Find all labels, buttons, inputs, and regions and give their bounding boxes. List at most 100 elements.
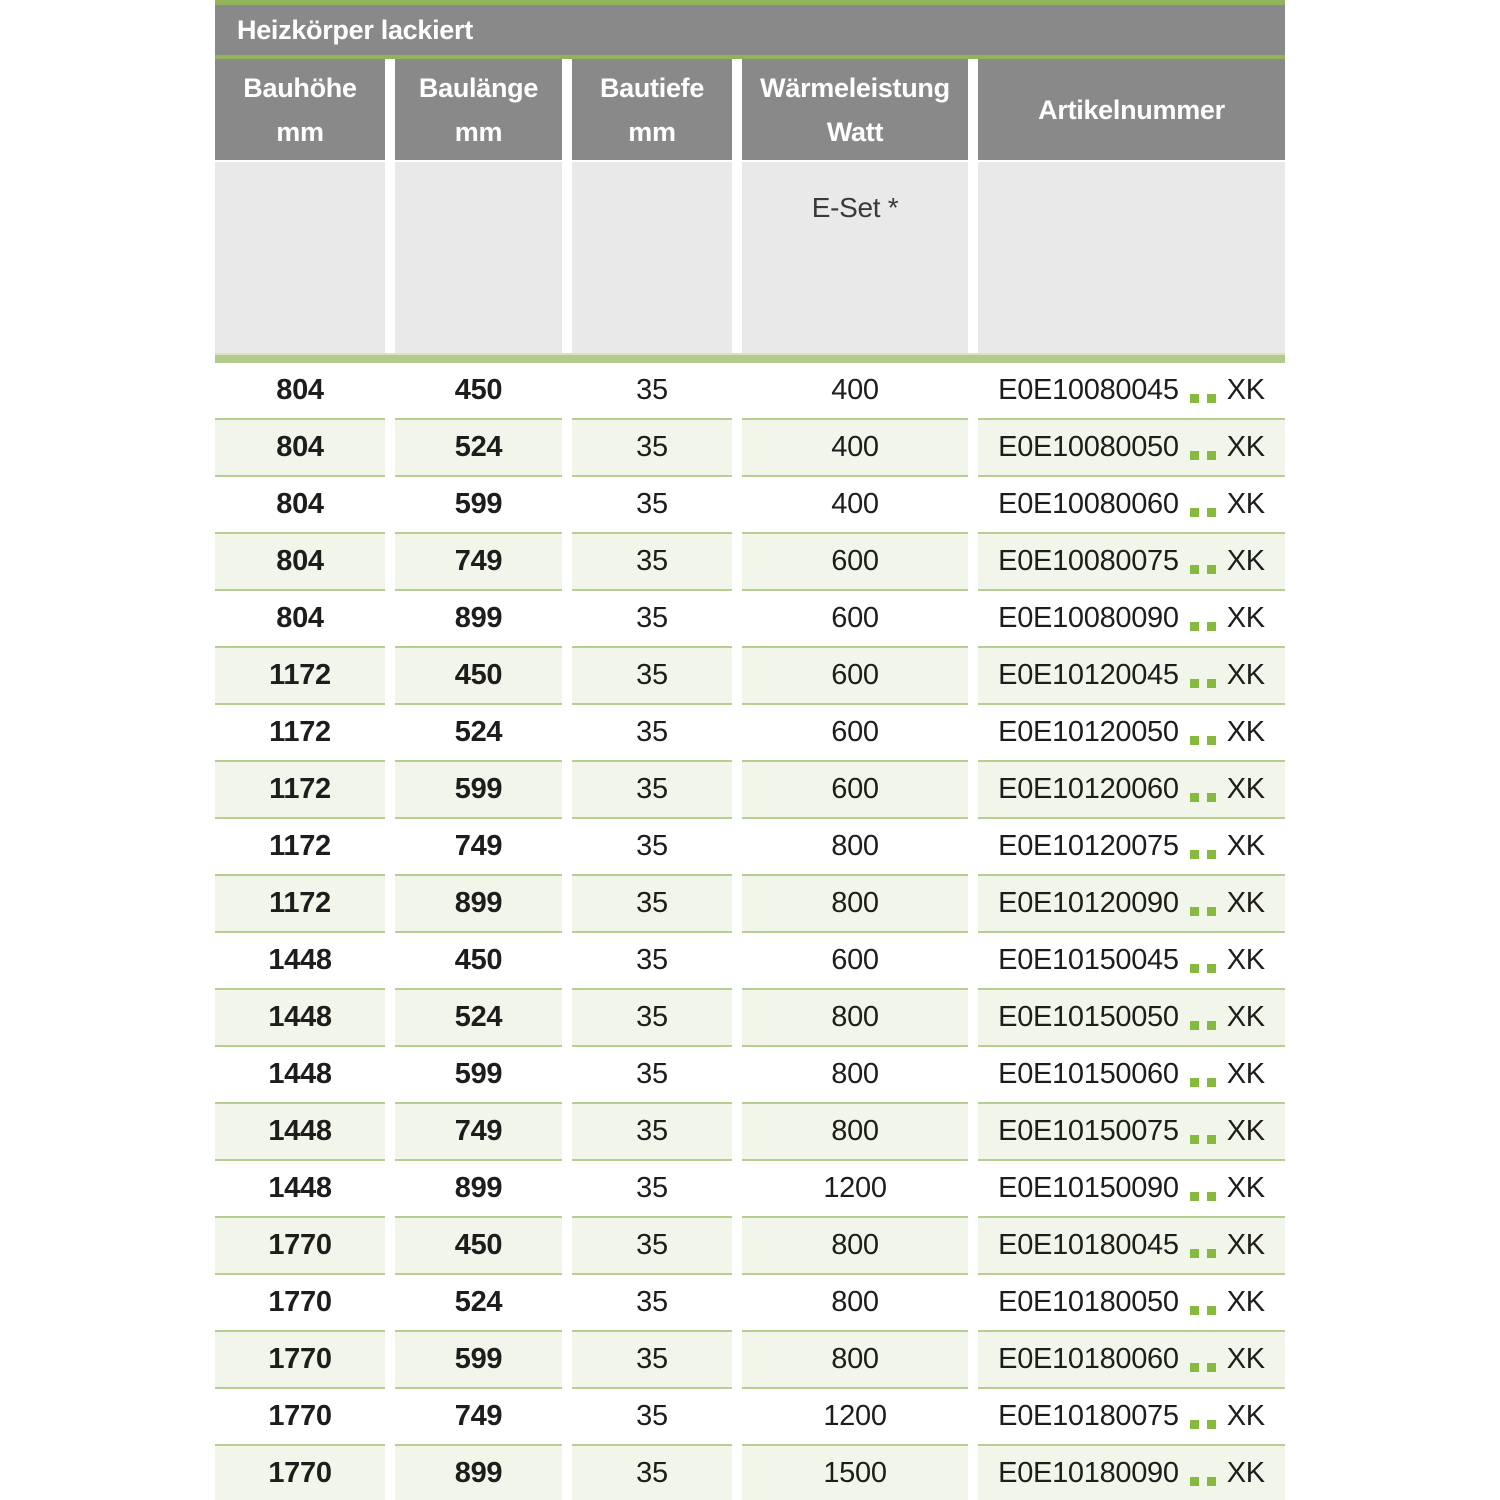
- column-header-bautiefe: Bautiefe mm: [572, 59, 732, 160]
- cell-bauhoehe: 1448: [215, 1104, 385, 1161]
- artikel-code: E0E10180050: [998, 1286, 1179, 1318]
- artikel-code: E0E10180060: [998, 1343, 1179, 1375]
- column-header-unit: mm: [628, 116, 676, 147]
- cell-bauhoehe: 1448: [215, 933, 385, 990]
- cell-baulaenge: 599: [395, 477, 562, 534]
- artikel-suffix: XK: [1226, 1115, 1265, 1147]
- bauhoehe-value: 1448: [268, 1115, 332, 1147]
- table-row: 1172 450 35 600 E0E10120045 XK: [215, 648, 1285, 705]
- bautiefe-value: 35: [636, 1457, 668, 1489]
- baulaenge-value: 749: [454, 1400, 503, 1432]
- artikel-placeholder-dot-icon: [1189, 1135, 1199, 1144]
- subheader-cell-baulaenge: [395, 162, 562, 353]
- bautiefe-value: 35: [636, 431, 668, 463]
- cell-bauhoehe: 1172: [215, 819, 385, 876]
- cell-baulaenge: 899: [395, 876, 562, 933]
- cell-bautiefe: 35: [572, 705, 732, 762]
- cell-baulaenge: 450: [395, 363, 562, 420]
- artikel-code: E0E10150075: [998, 1115, 1179, 1147]
- bautiefe-value: 35: [636, 830, 668, 862]
- artikel-placeholder-dot-icon: [1206, 508, 1216, 517]
- subheader-cell-bautiefe: [572, 162, 732, 353]
- artikel-suffix: XK: [1226, 488, 1265, 520]
- artikel-suffix: XK: [1226, 944, 1265, 976]
- bautiefe-value: 35: [636, 1058, 668, 1090]
- watt-value: 800: [831, 887, 879, 919]
- cell-bautiefe: 35: [572, 933, 732, 990]
- table-row: 1172 599 35 600 E0E10120060 XK: [215, 762, 1285, 819]
- artikel-placeholder-dot-icon: [1189, 850, 1199, 859]
- cell-baulaenge: 749: [395, 1389, 562, 1446]
- cell-bautiefe: 35: [572, 420, 732, 477]
- table-row: 1448 524 35 800 E0E10150050 XK: [215, 990, 1285, 1047]
- cell-watt: 800: [742, 1332, 968, 1389]
- watt-value: 1500: [823, 1457, 887, 1489]
- artikel-suffix: XK: [1226, 374, 1265, 406]
- table-row: 1770 524 35 800 E0E10180050 XK: [215, 1275, 1285, 1332]
- bautiefe-value: 35: [636, 545, 668, 577]
- bauhoehe-value: 1172: [269, 659, 331, 691]
- watt-value: 800: [831, 830, 879, 862]
- artikel-suffix: XK: [1226, 887, 1265, 919]
- cell-watt: 800: [742, 876, 968, 933]
- cell-bauhoehe: 1448: [215, 990, 385, 1047]
- table-row: 1448 749 35 800 E0E10150075 XK: [215, 1104, 1285, 1161]
- baulaenge-value: 899: [454, 1457, 503, 1489]
- artikel-placeholder-dot-icon: [1206, 565, 1216, 574]
- cell-watt: 600: [742, 762, 968, 819]
- bauhoehe-value: 1448: [268, 1172, 332, 1204]
- cell-bautiefe: 35: [572, 876, 732, 933]
- cell-baulaenge: 899: [395, 1446, 562, 1500]
- bauhoehe-value: 1172: [269, 716, 331, 748]
- baulaenge-value: 524: [454, 431, 503, 463]
- table-row: 1770 899 35 1500 E0E10180090 XK: [215, 1446, 1285, 1500]
- cell-bautiefe: 35: [572, 363, 732, 420]
- baulaenge-value: 450: [454, 374, 503, 406]
- bautiefe-value: 35: [636, 887, 668, 919]
- header-separator-bar: [215, 353, 1285, 363]
- cell-bauhoehe: 804: [215, 420, 385, 477]
- cell-artikelnummer: E0E10150075 XK: [978, 1104, 1285, 1161]
- table-title-bar: Heizkörper lackiert: [215, 5, 1285, 55]
- cell-watt: 1500: [742, 1446, 968, 1500]
- artikel-suffix: XK: [1226, 1229, 1265, 1261]
- table-row: 1448 899 35 1200 E0E10150090 XK: [215, 1161, 1285, 1218]
- cell-bauhoehe: 1770: [215, 1275, 385, 1332]
- artikel-code: E0E10080045: [998, 374, 1179, 406]
- artikel-placeholder-dot-icon: [1189, 736, 1199, 745]
- artikel-code: E0E10150060: [998, 1058, 1179, 1090]
- cell-baulaenge: 524: [395, 705, 562, 762]
- artikel-placeholder-dot-icon: [1206, 907, 1216, 916]
- cell-bauhoehe: 1770: [215, 1389, 385, 1446]
- cell-bautiefe: 35: [572, 990, 732, 1047]
- artikel-code: E0E10180090: [998, 1457, 1179, 1489]
- cell-bautiefe: 35: [572, 534, 732, 591]
- artikel-suffix: XK: [1226, 1286, 1265, 1318]
- cell-baulaenge: 450: [395, 933, 562, 990]
- artikel-code: E0E10150090: [998, 1172, 1179, 1204]
- cell-bauhoehe: 804: [215, 534, 385, 591]
- baulaenge-value: 450: [454, 659, 503, 691]
- baulaenge-value: 524: [454, 1286, 503, 1318]
- watt-value: 800: [831, 1115, 879, 1147]
- table-row: 804 524 35 400 E0E10080050 XK: [215, 420, 1285, 477]
- artikel-placeholder-dot-icon: [1206, 622, 1216, 631]
- artikel-placeholder-dot-icon: [1189, 451, 1199, 460]
- cell-baulaenge: 599: [395, 1332, 562, 1389]
- table-body: 804 450 35 400 E0E10080045 XK 804 524 35…: [215, 363, 1285, 1500]
- cell-artikelnummer: E0E10150090 XK: [978, 1161, 1285, 1218]
- cell-artikelnummer: E0E10080060 XK: [978, 477, 1285, 534]
- watt-value: 400: [831, 374, 879, 406]
- cell-bautiefe: 35: [572, 1161, 732, 1218]
- baulaenge-value: 599: [454, 488, 503, 520]
- artikel-placeholder-dot-icon: [1189, 1420, 1199, 1429]
- artikel-suffix: XK: [1226, 1001, 1265, 1033]
- artikel-placeholder-dot-icon: [1206, 1192, 1216, 1201]
- bautiefe-value: 35: [636, 1001, 668, 1033]
- watt-value: 1200: [823, 1172, 887, 1204]
- cell-bauhoehe: 1172: [215, 762, 385, 819]
- artikel-placeholder-dot-icon: [1206, 1135, 1216, 1144]
- bautiefe-value: 35: [636, 659, 668, 691]
- cell-bautiefe: 35: [572, 648, 732, 705]
